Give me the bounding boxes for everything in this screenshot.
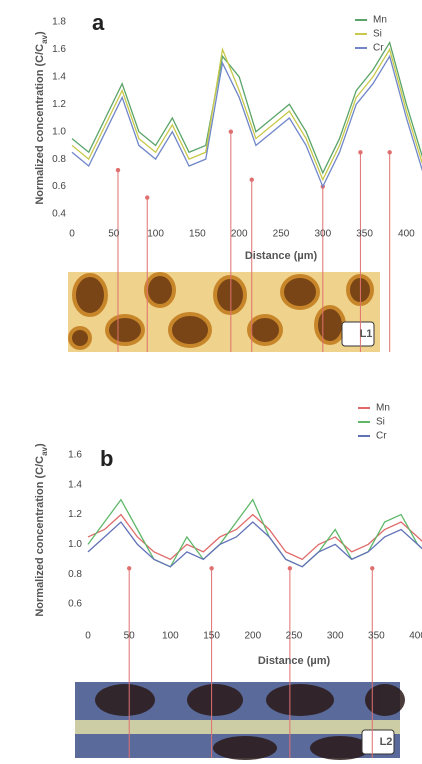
y-axis-label-part: ) [34, 31, 46, 35]
x-tick-label: 200 [231, 229, 248, 240]
image-label: L1 [360, 328, 373, 340]
y-axis-label-part: Normalized concentration (C/C [34, 44, 46, 205]
x-tick-label: 250 [273, 229, 290, 240]
x-tick-label: 0 [69, 229, 75, 240]
x-tick-label: 150 [189, 229, 206, 240]
series-line [87, 513, 422, 561]
y-tick-label: 1.2 [52, 99, 66, 110]
y-axis-label-part: av [40, 446, 49, 455]
y-tick-label: 1.0 [52, 126, 66, 137]
y-tick-label: 1.2 [68, 509, 82, 520]
y-tick-label: 1.6 [52, 44, 66, 55]
y-axis-label-part: Normalized concentration (C/C [34, 456, 46, 617]
x-tick-label: 100 [162, 631, 179, 642]
x-tick-label: 250 [286, 631, 303, 642]
reference-dot [249, 177, 254, 182]
legend-label: Si [373, 29, 382, 40]
y-tick-label: 0.6 [68, 599, 82, 610]
reference-dot [358, 150, 363, 155]
x-tick-label: 100 [147, 229, 164, 240]
y-tick-label: 1.4 [68, 479, 82, 490]
x-tick-label: 50 [108, 229, 120, 240]
series-line [87, 521, 422, 568]
legend-label: Cr [376, 431, 387, 442]
x-tick-label: 0 [85, 631, 91, 642]
micrograph-b [75, 682, 405, 760]
x-tick-label: 50 [124, 631, 136, 642]
legend-label: Mn [373, 15, 387, 26]
reference-dot [115, 167, 121, 173]
image-label: L2 [380, 736, 393, 748]
series-line [71, 40, 422, 175]
y-tick-label: 0.8 [52, 154, 66, 165]
legend-label: Si [376, 417, 385, 428]
x-tick-label: 300 [314, 229, 331, 240]
panel-label: b [100, 446, 113, 471]
series-line [71, 54, 422, 189]
x-tick-label: 200 [244, 631, 261, 642]
y-tick-label: 1.8 [52, 17, 66, 28]
y-axis-label-part: ) [34, 443, 46, 447]
x-tick-label: 350 [368, 631, 385, 642]
y-tick-label: 0.6 [52, 181, 66, 192]
y-tick-label: 0.8 [68, 569, 82, 580]
reference-dot [145, 195, 150, 200]
reference-dot [370, 566, 375, 571]
legend-label: Cr [373, 43, 384, 54]
panel-label: a [92, 10, 105, 35]
y-tick-label: 0.4 [52, 209, 66, 220]
x-tick-label: 150 [203, 631, 220, 642]
reference-dot [209, 566, 214, 571]
x-tick-label: 300 [327, 631, 344, 642]
reference-dot [287, 566, 293, 571]
x-tick-label: 400 [409, 631, 422, 642]
y-axis-label: Normalized concentration (C/Cav) [34, 31, 49, 205]
micrograph-a [68, 272, 380, 352]
reference-dot [127, 566, 132, 571]
y-axis-label-part: av [40, 34, 49, 43]
y-tick-label: 1.4 [52, 71, 66, 82]
y-axis-label: Normalized concentration (C/Cav) [34, 443, 49, 617]
y-tick-label: 1.0 [68, 539, 82, 550]
series-line [71, 47, 422, 182]
x-axis-label: Distance (µm) [258, 655, 331, 667]
y-tick-label: 1.6 [68, 450, 82, 461]
legend-label: Mn [376, 403, 390, 414]
reference-dot [228, 129, 234, 134]
series-line [87, 498, 422, 568]
x-tick-label: 400 [398, 229, 415, 240]
x-tick-label: 350 [356, 229, 373, 240]
reference-dot [387, 150, 392, 155]
x-axis-label: Distance (µm) [245, 250, 318, 262]
